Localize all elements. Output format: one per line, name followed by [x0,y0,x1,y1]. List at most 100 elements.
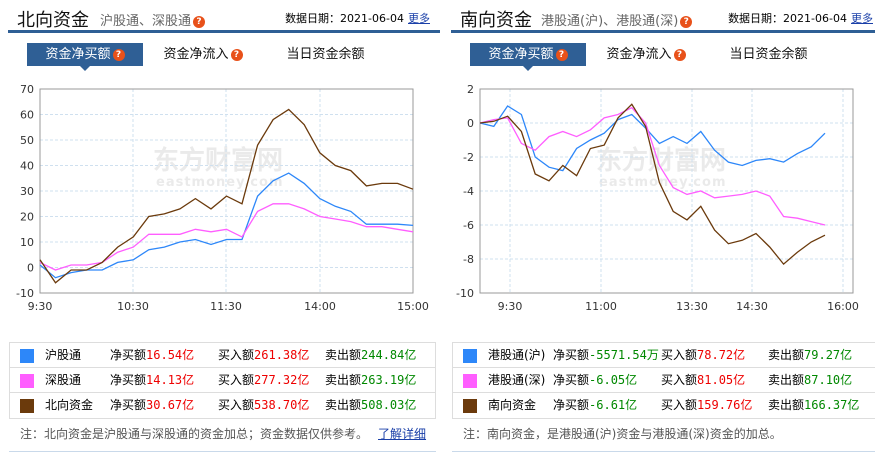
svg-text:-10: -10 [16,287,34,300]
buy-value: 81.05亿 [697,373,746,387]
sell-label: 卖出额 [325,398,362,412]
sell-label: 卖出额 [768,373,805,387]
northbound-chart[interactable]: 东方财富网 eastmoney.com 70 60 50 40 30 20 10 0 -10 9:… [8,80,440,320]
sell-value: 87.10亿 [804,373,853,387]
net-label: 净买额 [110,373,147,387]
data-date: 数据日期：2021-06-04 更多 [728,10,873,26]
more-link[interactable]: 更多 [408,12,430,25]
learn-more-link[interactable]: 了解详细 [378,427,427,441]
southbound-chart[interactable]: 东方财富网 eastmoney.com 2 0 -2 -4 -6 -8 -10 9:30 11:… [451,80,875,320]
net-label: 净买额 [553,398,590,412]
svg-text:70: 70 [20,83,34,96]
tab-label: 当日资金余额 [286,47,365,62]
legend-row: 沪股通 净买额16.54亿 买入额261.38亿 卖出额244.84亿 [10,343,435,368]
svg-text:13:30: 13:30 [676,300,708,313]
svg-text:11:00: 11:00 [585,300,617,313]
svg-text:11:30: 11:30 [210,300,242,313]
svg-text:14:00: 14:00 [304,300,336,313]
sell-label: 卖出额 [325,348,362,362]
sell: 卖出额79.27亿 [768,343,852,368]
series-name: 深股通 [45,373,82,387]
watermark: 东方财富网 [153,146,284,176]
svg-text:0: 0 [467,117,474,130]
sell-value: 244.84亿 [361,348,417,362]
buy: 买入额78.72亿 [661,343,745,368]
legend-row: 北向资金 净买额30.67亿 买入额538.70亿 卖出额508.03亿 [10,393,435,418]
svg-text:15:00: 15:00 [397,300,429,313]
tab-net-inflow[interactable]: 资金净流入? [601,43,691,66]
watermark-en: eastmoney.com [599,175,727,190]
net-label: 净买额 [553,348,590,362]
panel-header: 北向资金 沪股通、深股通? 数据日期：2021-06-04 更多 [8,0,440,33]
help-icon[interactable]: ? [680,15,693,28]
tab-label: 当日资金余额 [729,47,808,62]
net-buy: 净买额-6.05亿 [553,368,637,393]
sell: 卖出额244.84亿 [325,343,416,368]
net-value: 14.13亿 [146,373,195,387]
buy-label: 买入额 [661,398,698,412]
color-swatch [463,399,477,413]
svg-text:-2: -2 [463,151,474,164]
buy-value: 538.70亿 [254,398,310,412]
tab-net-buy[interactable]: 资金净买额? [470,43,586,71]
buy-label: 买入额 [661,373,698,387]
watermark: 东方财富网 [596,146,727,176]
footnote: 注：南向资金，是港股通(沪)资金与港股通(深)资金的加总。 [463,425,782,442]
line-chart-svg: 70 60 50 40 30 20 10 0 -109:30 10:30 11:30 14:00 15:… [16,83,429,313]
buy-label: 买入额 [218,398,255,412]
date-label: 数据日期：2021-06-04 [285,12,404,25]
legend-row: 深股通 净买额14.13亿 买入额277.32亿 卖出额263.19亿 [10,368,435,393]
help-icon[interactable]: ? [230,48,243,61]
svg-text:40: 40 [20,160,34,173]
divider [452,451,875,452]
buy-value: 159.76亿 [697,398,753,412]
net-buy: 净买额-6.61亿 [553,393,637,418]
buy-label: 买入额 [661,348,698,362]
svg-text:20: 20 [20,211,34,224]
tab-label: 资金净流入 [163,47,229,62]
help-icon[interactable]: ? [193,15,206,28]
legend-table: 沪股通 净买额16.54亿 买入额261.38亿 卖出额244.84亿 深股通 … [9,342,436,419]
panel-subtitle: 港股通(沪)、港股通(深)? [541,10,693,29]
sell: 卖出额87.10亿 [768,368,852,393]
tab-net-inflow[interactable]: 资金净流入? [158,43,248,66]
sell: 卖出额263.19亿 [325,368,416,393]
net-label: 净买额 [110,348,147,362]
svg-text:-4: -4 [463,185,474,198]
divider [9,451,436,452]
legend-row: 南向资金 净买额-6.61亿 买入额159.76亿 卖出额166.37亿 [453,393,875,418]
series-name: 港股通(深) [488,373,546,387]
help-icon[interactable]: ? [112,48,125,61]
sell-label: 卖出额 [325,373,362,387]
tab-daily-balance[interactable]: 当日资金余额 [278,43,373,66]
help-icon[interactable]: ? [673,48,686,61]
tab-label: 资金净买额 [488,47,554,62]
sell-label: 卖出额 [768,398,805,412]
svg-text:9:30: 9:30 [498,300,523,313]
color-swatch [20,374,34,388]
tab-bar: 资金净买额? 资金净流入? 当日资金余额 [451,43,875,75]
sell: 卖出额508.03亿 [325,393,416,418]
color-swatch [463,349,477,363]
help-icon[interactable]: ? [555,48,568,61]
tab-net-buy[interactable]: 资金净买额? [27,43,143,71]
subtitle-text: 港股通(沪)、港股通(深) [541,14,679,29]
more-link[interactable]: 更多 [851,12,873,25]
data-date: 数据日期：2021-06-04 更多 [285,10,430,26]
svg-text:50: 50 [20,134,34,147]
northbound-panel: 北向资金 沪股通、深股通? 数据日期：2021-06-04 更多 资金净买额? 资… [8,0,440,460]
series-name: 港股通(沪) [488,348,546,362]
net-value: 16.54亿 [146,348,195,362]
svg-text:-6: -6 [463,219,474,232]
tab-label: 资金净买额 [45,47,111,62]
buy-value: 261.38亿 [254,348,310,362]
svg-text:60: 60 [20,109,34,122]
series-name: 沪股通 [45,348,82,362]
net-value: 30.67亿 [146,398,195,412]
svg-text:16:00: 16:00 [827,300,859,313]
tab-bar: 资金净买额? 资金净流入? 当日资金余额 [8,43,440,75]
color-swatch [463,374,477,388]
sell-value: 166.37亿 [804,398,860,412]
tab-daily-balance[interactable]: 当日资金余额 [721,43,816,66]
buy: 买入额261.38亿 [218,343,309,368]
